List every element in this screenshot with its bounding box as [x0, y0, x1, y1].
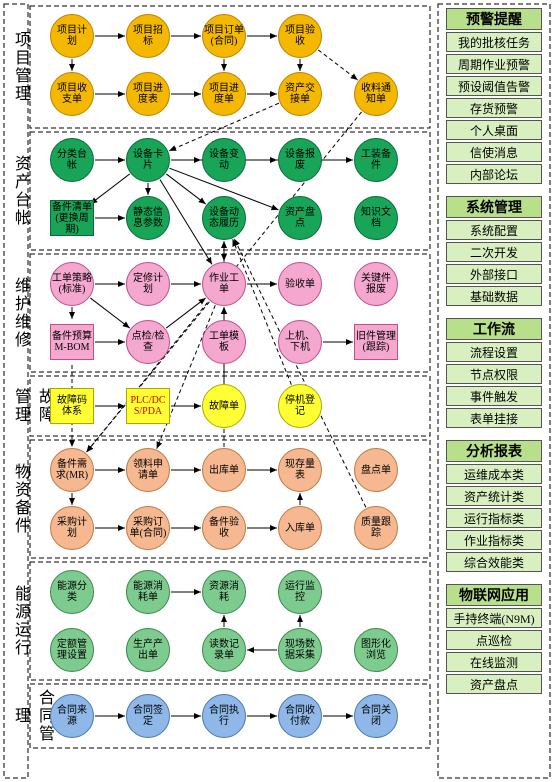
- node-s6[interactable]: 采购计划: [50, 506, 94, 550]
- node-a10[interactable]: 知识文档: [354, 196, 398, 240]
- node-p3[interactable]: 项目订单(合同): [202, 14, 246, 58]
- side-item[interactable]: 基础数据: [446, 286, 542, 306]
- node-p7[interactable]: 项目进度单: [202, 72, 246, 116]
- node-c1[interactable]: 合同来源: [50, 694, 94, 738]
- side-item[interactable]: 存货预警: [446, 98, 542, 118]
- side-header: 预警提醒: [446, 8, 542, 30]
- node-e4[interactable]: 运行监控: [278, 570, 322, 614]
- node-m7[interactable]: 点检/检查: [126, 320, 170, 364]
- side-item[interactable]: 运行指标类: [446, 508, 542, 528]
- node-m5[interactable]: 关键件报废: [354, 262, 398, 306]
- node-a9[interactable]: 资产盘点: [278, 196, 322, 240]
- node-s1[interactable]: 备件需求(MR): [50, 448, 94, 492]
- side-item[interactable]: 系统配置: [446, 220, 542, 240]
- node-m4[interactable]: 验收单: [278, 262, 322, 306]
- section-label-proj: 项目管理: [8, 10, 32, 124]
- node-s5[interactable]: 盘点单: [354, 448, 398, 492]
- node-c5[interactable]: 合同关闭: [354, 694, 398, 738]
- side-item[interactable]: 资产盘点: [446, 674, 542, 694]
- node-a7[interactable]: 静态信息参数: [126, 196, 170, 240]
- side-item[interactable]: 我的批核任务: [446, 32, 542, 52]
- side-item[interactable]: 预设阈值告警: [446, 76, 542, 96]
- node-p2[interactable]: 项目招标: [126, 14, 170, 58]
- node-s3[interactable]: 出库单: [202, 448, 246, 492]
- side-item[interactable]: 点巡检: [446, 630, 542, 650]
- side-item[interactable]: 运维成本类: [446, 464, 542, 484]
- node-m10[interactable]: 旧件管理(跟踪): [354, 324, 398, 360]
- node-e1[interactable]: 能源分类: [50, 570, 94, 614]
- side-item[interactable]: 节点权限: [446, 364, 542, 384]
- side-header: 分析报表: [446, 440, 542, 462]
- side-item[interactable]: 信使消息: [446, 142, 542, 162]
- side-item[interactable]: 手持终端(N9M): [446, 608, 542, 628]
- section-label-energy: 能源运行: [8, 566, 32, 676]
- side-item[interactable]: 周期作业预警: [446, 54, 542, 74]
- node-s9[interactable]: 入库单: [278, 506, 322, 550]
- section-label-maint: 维护维修: [8, 258, 32, 368]
- node-a3[interactable]: 设备变动: [202, 138, 246, 182]
- node-e6[interactable]: 生产产出单: [126, 628, 170, 672]
- node-c4[interactable]: 合同收付款: [278, 694, 322, 738]
- node-a5[interactable]: 工装备件: [354, 138, 398, 182]
- node-m8[interactable]: 工单模板: [202, 320, 246, 364]
- node-s4[interactable]: 现存量表: [278, 448, 322, 492]
- node-p5[interactable]: 项目收支单: [50, 72, 94, 116]
- node-p4[interactable]: 项目验收: [278, 14, 322, 58]
- node-m2[interactable]: 定修计划: [126, 262, 170, 306]
- node-s2[interactable]: 领料申请单: [126, 448, 170, 492]
- node-f2[interactable]: PLC/DCS/PDA: [126, 388, 170, 424]
- node-a4[interactable]: 设备报废: [278, 138, 322, 182]
- node-f3[interactable]: 故障单: [202, 384, 246, 428]
- node-p8[interactable]: 资产交接单: [278, 72, 322, 116]
- side-header: 系统管理: [446, 196, 542, 218]
- node-p1[interactable]: 项目计划: [50, 14, 94, 58]
- section-label-fault: 故障管理: [8, 380, 56, 432]
- node-e5[interactable]: 定额管理设置: [50, 628, 94, 672]
- side-header: 物联网应用: [446, 584, 542, 606]
- node-m1[interactable]: 工单策略(标准): [50, 262, 94, 306]
- node-e2[interactable]: 能源消耗单: [126, 570, 170, 614]
- node-s7[interactable]: 采购订单(合同): [126, 506, 170, 550]
- node-e7[interactable]: 读数记录单: [202, 628, 246, 672]
- side-item[interactable]: 内部论坛: [446, 164, 542, 184]
- node-p9[interactable]: 收料通知单: [354, 72, 398, 116]
- node-e3[interactable]: 资源消耗: [202, 570, 246, 614]
- node-a1[interactable]: 分类台帐: [50, 138, 94, 182]
- side-item[interactable]: 事件触发: [446, 386, 542, 406]
- side-item[interactable]: 资产统计类: [446, 486, 542, 506]
- node-a6[interactable]: 备件清单(更换周期): [50, 200, 94, 236]
- node-s8[interactable]: 备件验收: [202, 506, 246, 550]
- side-item[interactable]: 流程设置: [446, 342, 542, 362]
- section-label-mat: 物资备件: [8, 444, 32, 554]
- section-label-asset: 资产台帐: [8, 136, 32, 246]
- side-header: 工作流: [446, 318, 542, 340]
- side-item[interactable]: 个人桌面: [446, 120, 542, 140]
- node-e8[interactable]: 现场数据采集: [278, 628, 322, 672]
- node-m6[interactable]: 备件预算M-BOM: [50, 324, 94, 360]
- side-item[interactable]: 在线监测: [446, 652, 542, 672]
- node-c2[interactable]: 合同签定: [126, 694, 170, 738]
- side-item[interactable]: 外部接口: [446, 264, 542, 284]
- side-item[interactable]: 表单挂接: [446, 408, 542, 428]
- node-f1[interactable]: 故障码体系: [50, 388, 94, 424]
- node-m9[interactable]: 上机、下机: [278, 320, 322, 364]
- node-m3[interactable]: 作业工单: [202, 262, 246, 306]
- node-s10[interactable]: 质量跟踪: [354, 506, 398, 550]
- node-f4[interactable]: 停机登记: [278, 384, 322, 428]
- node-e9[interactable]: 图形化浏览: [354, 628, 398, 672]
- side-item[interactable]: 综合效能类: [446, 552, 542, 572]
- node-a8[interactable]: 设备动态履历: [202, 196, 246, 240]
- side-item[interactable]: 二次开发: [446, 242, 542, 262]
- node-c3[interactable]: 合同执行: [202, 694, 246, 738]
- section-label-contract: 合同管理: [8, 688, 56, 744]
- node-a2[interactable]: 设备卡片: [126, 138, 170, 182]
- side-item[interactable]: 作业指标类: [446, 530, 542, 550]
- node-p6[interactable]: 项目进度表: [126, 72, 170, 116]
